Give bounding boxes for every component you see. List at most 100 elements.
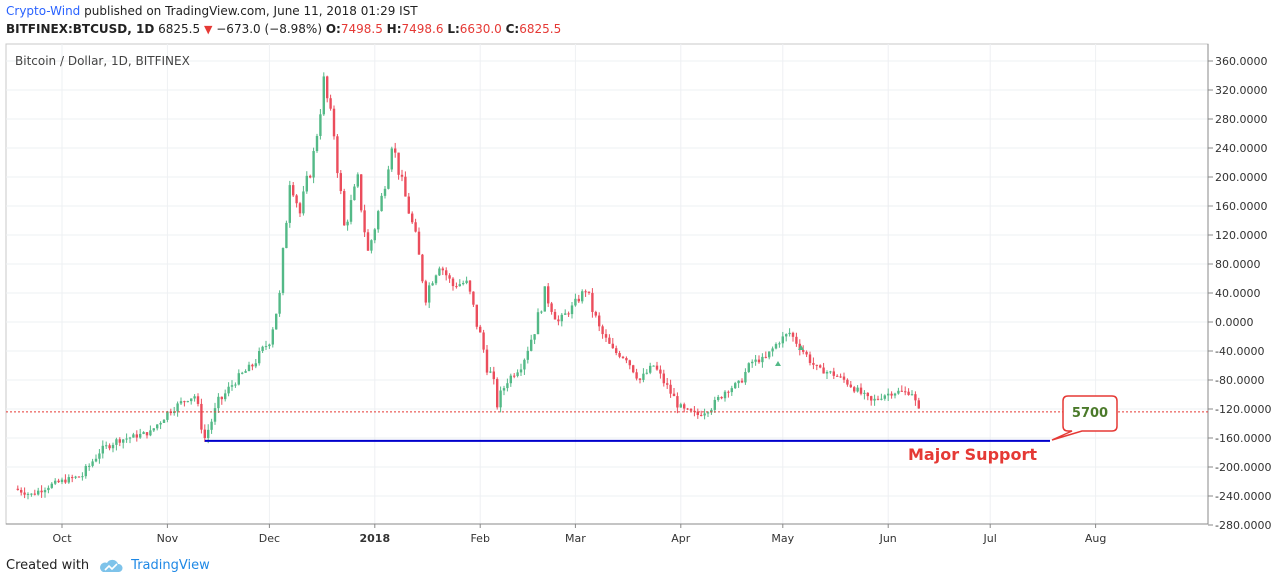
tradingview-brand-link[interactable]: TradingView — [131, 558, 210, 573]
candle — [60, 477, 64, 485]
candle-body — [720, 396, 723, 399]
candle — [870, 395, 873, 406]
candle — [438, 266, 441, 276]
candle — [805, 350, 808, 358]
candle — [513, 373, 516, 379]
candle-body — [795, 336, 798, 344]
candle-body — [727, 391, 730, 393]
candle-body — [285, 222, 288, 249]
candle — [530, 334, 533, 352]
candle — [57, 478, 60, 483]
candle — [570, 302, 574, 319]
candle — [94, 454, 98, 463]
y-tick-label: 120.0000 — [1215, 229, 1268, 242]
candle — [142, 431, 145, 435]
candle-body — [768, 351, 771, 358]
candle — [23, 487, 26, 499]
candle-body — [604, 334, 608, 338]
candle-body — [281, 248, 285, 293]
candle — [91, 458, 94, 468]
candle — [859, 383, 863, 396]
candle-body — [635, 372, 638, 379]
candle-body — [353, 186, 356, 201]
y-tick-label: 240.0000 — [1215, 142, 1268, 155]
candle — [883, 394, 886, 401]
candle-body — [98, 453, 101, 459]
candle — [196, 393, 200, 407]
candle-body — [319, 114, 322, 136]
candle — [910, 390, 914, 396]
candle-body — [849, 384, 852, 388]
candle-body — [455, 286, 458, 288]
candle — [417, 227, 421, 255]
candle — [598, 312, 601, 332]
candle-body — [621, 356, 625, 359]
candle — [645, 369, 648, 375]
y-tick-label: 0.0000 — [1215, 316, 1254, 329]
candle — [839, 373, 842, 378]
candle — [696, 408, 699, 419]
candle-body — [349, 200, 353, 222]
candle — [887, 388, 890, 402]
candle — [499, 386, 502, 413]
close-value: 6825.5 — [519, 22, 562, 36]
candle-body — [451, 278, 455, 287]
candle-body — [295, 195, 298, 204]
candle-body — [309, 175, 312, 178]
candle — [203, 424, 206, 442]
candle — [904, 386, 907, 396]
candle-body — [101, 445, 104, 454]
candle-body — [377, 211, 380, 230]
candle — [717, 394, 720, 402]
candle-body — [424, 281, 427, 303]
candle-body — [754, 359, 757, 362]
candle-body — [326, 76, 329, 99]
candle — [825, 370, 829, 379]
candle-body — [139, 433, 142, 438]
candle-body — [217, 396, 220, 409]
candle-body — [703, 413, 706, 416]
candle — [655, 361, 659, 371]
candle-body — [251, 364, 254, 367]
candle — [567, 311, 570, 318]
candle — [156, 424, 159, 431]
candle-body — [492, 371, 495, 380]
candle — [635, 368, 638, 381]
low-label: L: — [447, 22, 460, 36]
candle-body — [730, 388, 733, 393]
candle — [832, 367, 835, 380]
author-link[interactable]: Crypto-Wind — [6, 4, 81, 18]
candle — [550, 301, 553, 315]
candle-body — [873, 398, 876, 401]
candle — [88, 463, 91, 471]
candle — [768, 351, 771, 360]
candle-body — [645, 372, 648, 374]
candle-body — [230, 385, 234, 387]
candle-body — [689, 408, 693, 411]
candle — [774, 342, 778, 350]
candle — [125, 433, 128, 443]
candle — [43, 487, 47, 498]
candle-body — [594, 311, 597, 316]
candle — [475, 304, 478, 330]
candle — [564, 309, 567, 315]
candle — [132, 432, 135, 438]
candle — [897, 387, 900, 395]
candle-body — [81, 476, 84, 478]
close-label: C: — [505, 22, 520, 36]
candle — [829, 370, 832, 374]
candle-body — [407, 196, 410, 214]
candle-body — [397, 152, 400, 175]
candle-body — [237, 373, 240, 385]
candle — [659, 365, 662, 379]
candle-body — [373, 229, 376, 241]
candle — [683, 402, 686, 413]
candle-body — [700, 414, 703, 416]
candle — [200, 398, 203, 434]
candle — [812, 357, 815, 370]
candle-body — [322, 76, 325, 115]
candle-body — [662, 373, 665, 384]
candle-body — [734, 383, 737, 389]
candle-body — [499, 390, 502, 408]
